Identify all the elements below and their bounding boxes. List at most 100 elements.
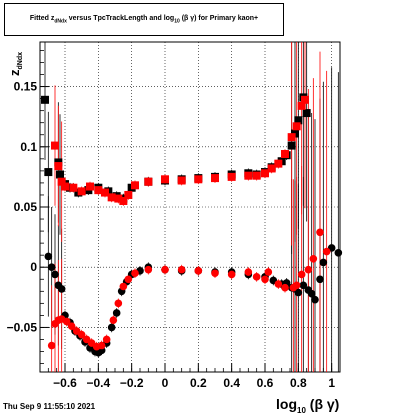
data-point-circle <box>244 268 253 276</box>
data-point-circle <box>322 247 331 256</box>
data-point-circle <box>211 269 219 278</box>
data-point-square <box>94 186 103 195</box>
x-label-main: log <box>276 396 297 412</box>
data-point-circle <box>194 267 203 275</box>
data-point-circle <box>97 341 106 350</box>
data-point-circle <box>334 248 343 257</box>
y-tick-label: −0.05 <box>7 320 38 334</box>
data-point-square <box>57 177 66 186</box>
data-point-square <box>274 159 283 168</box>
data-point-square <box>119 196 128 205</box>
data-point-square <box>131 181 139 190</box>
data-point-circle <box>294 288 303 297</box>
data-points <box>41 93 343 357</box>
data-point-square <box>101 188 109 197</box>
data-point-circle <box>57 285 66 293</box>
data-point-circle <box>304 265 313 274</box>
data-point-circle <box>292 281 301 290</box>
data-point-square <box>297 101 306 110</box>
y-tick-label: 0.1 <box>20 140 37 154</box>
x-tick-label: 1 <box>328 376 335 390</box>
chart-title-box: Fitted zdNdx versus TpcTrackLength and l… <box>4 3 284 36</box>
data-point-circle <box>316 275 324 284</box>
y-axis-ticks: −0.05 0 0.05 0.1 0.15 <box>7 50 49 364</box>
data-point-circle <box>264 268 273 276</box>
data-point-circle <box>67 322 76 331</box>
data-point-circle <box>77 330 86 339</box>
data-point-circle <box>307 289 316 298</box>
data-point-circle <box>144 265 153 274</box>
data-point-circle <box>109 316 118 325</box>
data-point-square <box>177 176 186 185</box>
data-point-circle <box>261 275 269 284</box>
data-point-square <box>227 172 236 181</box>
x-label-sub: 10 <box>297 406 306 414</box>
data-point-square <box>61 182 69 191</box>
x-axis-label: log10 (β γ) <box>276 396 339 414</box>
data-point-circle <box>124 275 133 284</box>
data-point-square <box>41 95 49 104</box>
data-point-square <box>44 168 53 177</box>
data-point-square <box>69 183 78 192</box>
x-axis-ticks: −0.6 −0.4 −0.2 0 0.2 0.4 0.6 0.8 1 <box>39 363 335 390</box>
title-z-sub: dNdx <box>54 18 67 25</box>
data-point-square <box>252 171 261 180</box>
title-suffix: (β γ) for Primary kaon+ <box>179 15 259 22</box>
data-point-square <box>77 187 86 196</box>
data-point-circle <box>47 341 56 350</box>
data-point-square <box>287 141 296 150</box>
data-point-circle <box>316 228 324 237</box>
y-tick-label: 0 <box>30 260 37 274</box>
data-point-circle <box>319 258 328 267</box>
y-label-sub: dNdx <box>17 52 24 70</box>
data-point-square <box>302 109 311 118</box>
data-point-circle <box>309 254 318 263</box>
x-tick-label: −0.2 <box>120 376 144 390</box>
data-point-square <box>194 175 203 184</box>
data-point-circle <box>227 270 236 279</box>
data-point-circle <box>252 273 261 281</box>
data-point-circle <box>102 335 111 344</box>
data-point-square <box>51 141 59 150</box>
x-tick-label: −0.6 <box>53 376 77 390</box>
data-point-square <box>54 162 63 171</box>
data-point-circle <box>281 283 289 292</box>
data-point-square <box>56 170 64 179</box>
data-point-square <box>294 116 303 125</box>
data-point-square <box>261 169 269 178</box>
title-log-sub: 10 <box>174 18 180 25</box>
x-tick-label: 0.6 <box>257 376 274 390</box>
chart-title: Fitted zdNdx versus TpcTrackLength and l… <box>5 15 283 24</box>
y-axis-label: zdNdx <box>7 52 24 76</box>
x-tick-label: 0.4 <box>223 376 240 390</box>
data-point-circle <box>161 265 169 274</box>
data-point-square <box>211 174 219 183</box>
data-point-circle <box>47 263 56 272</box>
data-point-square <box>86 182 94 191</box>
data-point-square <box>281 150 289 159</box>
data-point-square <box>107 193 116 202</box>
data-point-square <box>244 171 253 180</box>
data-point-circle <box>299 281 308 290</box>
data-point-circle <box>297 270 306 279</box>
data-point-circle <box>51 270 59 279</box>
data-point-circle <box>112 309 121 317</box>
data-point-square <box>144 177 153 186</box>
data-point-circle <box>177 265 186 274</box>
data-point-circle <box>62 317 71 326</box>
data-point-square <box>267 164 276 173</box>
x-tick-label: 0.2 <box>190 376 207 390</box>
data-point-circle <box>119 282 128 291</box>
data-point-square <box>292 122 301 131</box>
data-point-circle <box>107 323 116 332</box>
data-point-square <box>124 190 133 199</box>
data-point-square <box>161 175 169 184</box>
data-point-circle <box>311 295 319 304</box>
timestamp: Thu Sep 9 11:55:10 2021 <box>3 402 96 411</box>
data-point-square <box>287 133 296 142</box>
y-tick-label: 0.05 <box>14 200 38 214</box>
data-point-circle <box>44 252 53 261</box>
title-middle: versus TpcTrackLength and log <box>66 15 175 22</box>
data-point-circle <box>131 269 139 278</box>
